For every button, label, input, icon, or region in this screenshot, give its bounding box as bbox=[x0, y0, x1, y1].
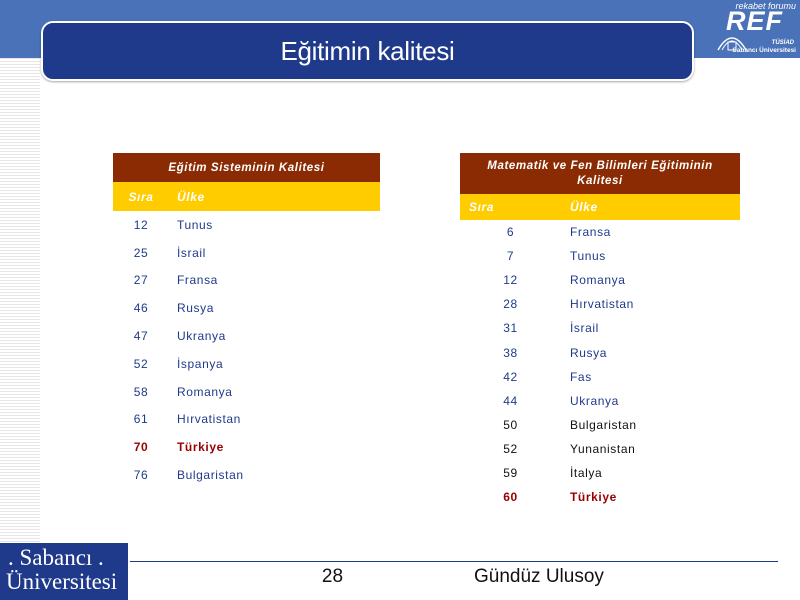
page-number: 28 bbox=[321, 566, 344, 587]
country-cell: İsrail bbox=[570, 321, 599, 336]
rank-cell: 6 bbox=[506, 225, 515, 240]
table-row: 25 İsrail bbox=[113, 239, 380, 267]
table-row: 52 İspanya bbox=[113, 350, 380, 378]
author-name: Gündüz Ulusoy bbox=[474, 566, 604, 587]
country-cell: Yunanistan bbox=[570, 441, 636, 456]
table-row: 28 Hırvatistan bbox=[460, 292, 740, 316]
rank-cell: 76 bbox=[133, 468, 149, 483]
ref-logo-tagline: rekabet forumu bbox=[735, 1, 796, 11]
left-decorative-stripe bbox=[0, 58, 40, 543]
country-cell: Türkiye bbox=[570, 490, 617, 505]
ref-building-icon bbox=[717, 37, 747, 51]
country-cell: Romanya bbox=[177, 384, 233, 399]
rank-cell: 60 bbox=[503, 490, 518, 505]
math-science-education-table: Matematik ve Fen Bilimleri Eğitiminin Ka… bbox=[460, 153, 740, 509]
country-cell: Tunus bbox=[177, 217, 213, 232]
rank-cell: 50 bbox=[503, 417, 518, 432]
rank-cell: 59 bbox=[503, 465, 518, 480]
logo-line-1: . Sabancı . bbox=[8, 545, 104, 570]
table-title: Eğitim Sisteminin Kalitesi bbox=[113, 153, 380, 182]
country-cell: Türkiye bbox=[177, 440, 224, 455]
table-title-line1: Matematik ve Fen Bilimleri Eğitiminin bbox=[487, 159, 713, 172]
country-cell: Hırvatistan bbox=[570, 297, 634, 312]
table-title-line2: Kalitesi bbox=[577, 174, 623, 187]
table-title: Matematik ve Fen Bilimleri Eğitiminin Ka… bbox=[460, 153, 740, 194]
footer-divider bbox=[130, 561, 778, 562]
rank-cell: 12 bbox=[503, 273, 518, 288]
table-row: 7 Tunus bbox=[460, 244, 740, 268]
table-row-highlighted: 60 Türkiye bbox=[460, 485, 740, 509]
ref-logo: rekabet forumu REF TÜSİAD Sabancı Üniver… bbox=[710, 0, 800, 58]
rank-cell: 27 bbox=[133, 273, 149, 288]
country-cell: Fransa bbox=[570, 225, 611, 240]
rank-column-header: Sıra bbox=[113, 182, 169, 211]
rank-cell: 44 bbox=[503, 393, 518, 408]
country-cell: Rusya bbox=[570, 345, 608, 360]
rank-cell: 28 bbox=[503, 297, 518, 312]
table-row: 42 Fas bbox=[460, 365, 740, 389]
table-row: 46 Rusya bbox=[113, 294, 380, 322]
table-row-highlighted: 70 Türkiye bbox=[113, 433, 380, 461]
table-row: 52 Yunanistan bbox=[460, 437, 740, 461]
country-cell: Fas bbox=[570, 369, 592, 384]
logo-line-2: Üniversitesi bbox=[6, 569, 118, 594]
rank-column-header: Sıra bbox=[460, 194, 561, 220]
country-cell: İsrail bbox=[177, 245, 206, 260]
country-cell: Romanya bbox=[570, 273, 626, 288]
table-row: 31 İsrail bbox=[460, 316, 740, 340]
country-cell: Ukranya bbox=[570, 393, 619, 408]
table-row: 6 Fransa bbox=[460, 220, 740, 244]
country-column-header: Ülke bbox=[561, 194, 740, 220]
rank-cell: 25 bbox=[133, 245, 149, 260]
rank-cell: 38 bbox=[503, 345, 518, 360]
table-row: 61 Hırvatistan bbox=[113, 406, 380, 434]
rank-cell: 31 bbox=[503, 321, 518, 336]
country-cell: Tunus bbox=[570, 249, 606, 264]
table-row: 47 Ukranya bbox=[113, 322, 380, 350]
rank-cell: 7 bbox=[506, 249, 515, 264]
rank-cell: 42 bbox=[503, 369, 518, 384]
table-row: 12 Tunus bbox=[113, 211, 380, 239]
country-column-header: Ülke bbox=[169, 182, 380, 211]
country-cell: İtalya bbox=[570, 465, 603, 480]
ref-logo-tusiad: TÜSİAD bbox=[771, 40, 794, 46]
country-cell: Bulgaristan bbox=[177, 468, 244, 483]
rank-cell: 52 bbox=[503, 441, 518, 456]
table-row: 58 Romanya bbox=[113, 378, 380, 406]
table-row: 38 Rusya bbox=[460, 340, 740, 364]
country-cell: Ukranya bbox=[177, 329, 226, 344]
table-row: 12 Romanya bbox=[460, 268, 740, 292]
rank-cell: 58 bbox=[133, 384, 149, 399]
table-row: 44 Ukranya bbox=[460, 389, 740, 413]
slide-title: Eğitimin kalitesi bbox=[280, 35, 455, 66]
rank-cell: 47 bbox=[133, 329, 149, 344]
country-cell: Bulgaristan bbox=[570, 417, 637, 432]
ref-logo-mark: REF bbox=[726, 6, 783, 36]
rank-cell: 12 bbox=[133, 217, 149, 232]
sabanci-university-logo: . Sabancı . Üniversitesi bbox=[0, 543, 128, 600]
table-row: 27 Fransa bbox=[113, 267, 380, 295]
title-bar: Eğitimin kalitesi bbox=[41, 21, 694, 81]
ref-logo-university: Sabancı Üniversitesi bbox=[732, 47, 796, 54]
country-cell: Rusya bbox=[177, 301, 215, 316]
rank-cell: 61 bbox=[133, 412, 149, 427]
education-quality-table: Eğitim Sisteminin Kalitesi Sıra Ülke 12 … bbox=[113, 153, 380, 489]
rank-cell: 46 bbox=[133, 301, 149, 316]
country-cell: Fransa bbox=[177, 273, 218, 288]
rank-cell: 52 bbox=[133, 356, 149, 371]
country-cell: Hırvatistan bbox=[177, 412, 241, 427]
table-row: 76 Bulgaristan bbox=[113, 461, 380, 489]
table-row: 50 Bulgaristan bbox=[460, 413, 740, 437]
rank-cell: 70 bbox=[133, 440, 149, 455]
country-cell: İspanya bbox=[177, 356, 224, 371]
table-row: 59 İtalya bbox=[460, 461, 740, 485]
